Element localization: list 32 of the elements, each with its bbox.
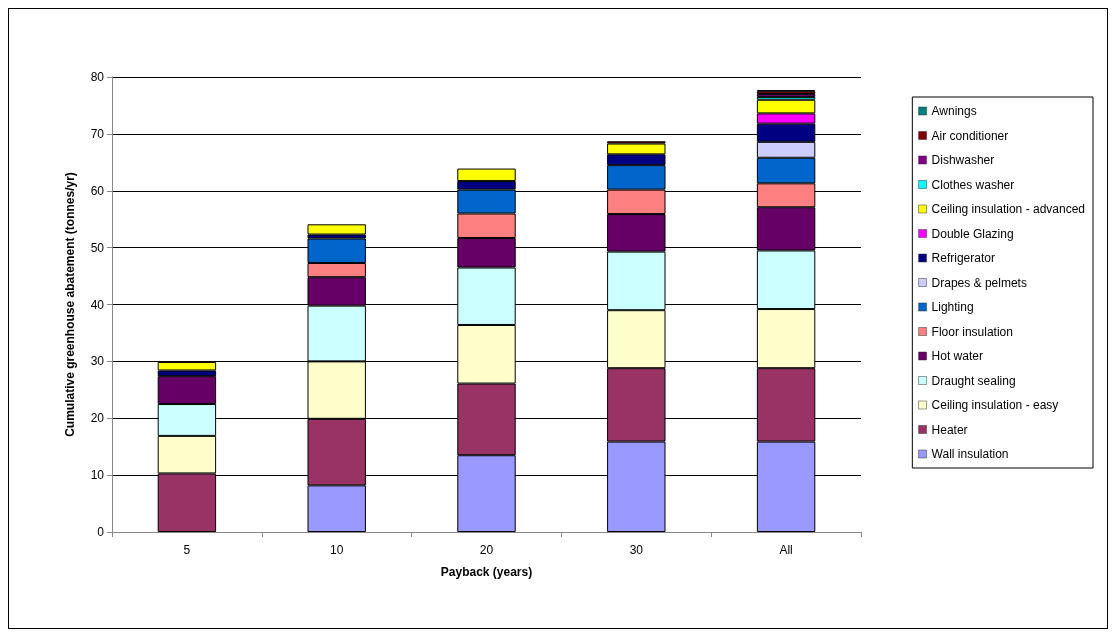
legend-label: Hot water xyxy=(931,349,983,363)
x-tick-label: 30 xyxy=(629,543,644,557)
legend-label: Drapes & pelmets xyxy=(931,275,1027,290)
legend-label: Clothes washer xyxy=(931,177,1015,192)
legend-label: Ceiling insulation - advanced xyxy=(931,202,1086,216)
y-axis-title: Cumulative greenhouse abatement (tonnes/yr) xyxy=(63,172,77,437)
x-axis-title: Payback (years) xyxy=(440,565,533,579)
legend-label: Draught sealing xyxy=(931,373,1016,388)
x-tick-label: 5 xyxy=(183,543,191,557)
y-tick-label: 50 xyxy=(90,240,105,255)
y-tick-label: 60 xyxy=(90,183,105,198)
x-tick-label: 20 xyxy=(479,543,494,557)
y-tick-label: 0 xyxy=(97,525,105,539)
y-tick-label: 20 xyxy=(90,411,105,426)
bar xyxy=(307,224,366,235)
legend-label: Wall insulation xyxy=(931,447,1009,461)
legend-label: Double Glazing xyxy=(931,226,1014,241)
y-tick-label: 80 xyxy=(90,70,105,84)
x-tick-label: All xyxy=(779,543,793,557)
y-tick-label: 40 xyxy=(90,297,105,312)
legend-label: Awnings xyxy=(931,104,977,118)
y-tick-label: 70 xyxy=(90,126,105,141)
legend-label: Lighting xyxy=(931,300,974,314)
legend-label: Air conditioner xyxy=(931,128,1009,143)
legend-label: Dishwasher xyxy=(931,153,995,167)
legend-label: Heater xyxy=(931,422,968,437)
legend-label: Ceiling insulation - easy xyxy=(931,398,1059,412)
x-tick-label: 10 xyxy=(330,543,344,557)
y-tick-label: 30 xyxy=(90,354,105,369)
legend-label: Refrigerator xyxy=(931,251,995,265)
legend-label: Floor insulation xyxy=(931,324,1013,339)
y-tick-label: 10 xyxy=(90,468,105,483)
